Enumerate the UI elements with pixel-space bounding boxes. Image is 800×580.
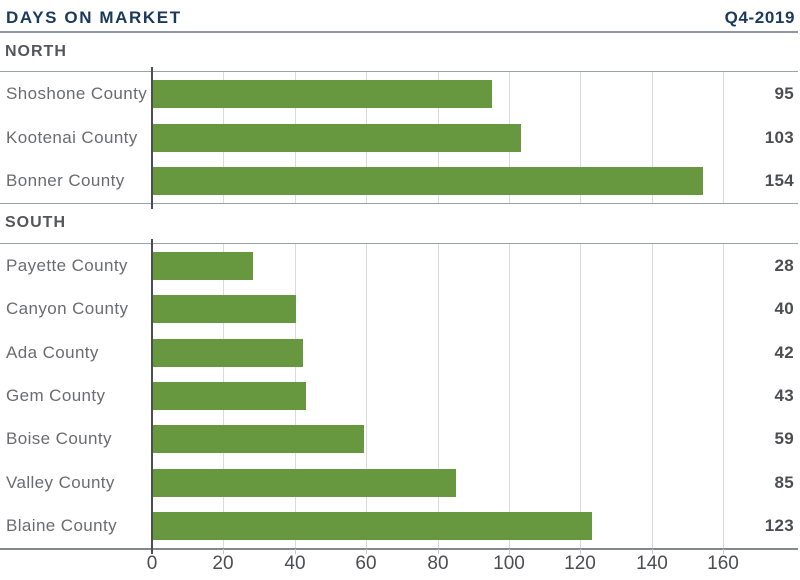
bar [153,381,306,410]
category-label: Boise County [6,429,112,449]
value-label: 40 [774,299,794,319]
plot-area-north: Shoshone County 95 Kootenai County 103 Bonne… [0,67,798,209]
category-label: Blaine County [6,516,118,536]
bar-rows-south: Payette County 28 Canyon County 40 Ada Count… [0,244,798,548]
bar-row: Canyon County 40 [0,287,798,330]
gridline-120 [580,72,581,203]
bar-row: Payette County 28 [0,244,798,287]
x-axis-tick-20 [223,549,224,554]
x-tick-label-120: 120 [564,553,596,574]
value-label: 95 [774,83,794,103]
x-tick-label-160: 160 [707,553,739,574]
x-axis-tick-140 [652,549,653,554]
gridline-160 [723,72,724,203]
value-label: 123 [764,516,794,536]
value-label: 85 [774,472,794,492]
value-label: 28 [774,255,794,275]
x-tick-label-140: 140 [636,553,668,574]
bar-row: Bonner County 154 [0,159,798,203]
bar-row: Valley County 85 [0,461,798,504]
gridline-140 [652,72,653,203]
x-axis-tick-120 [580,549,581,554]
value-label: 42 [774,342,794,362]
bar [153,338,303,367]
section-label-north: NORTH [5,43,67,60]
x-tick-label-80: 80 [427,553,449,574]
value-label: 59 [774,429,794,449]
section-label-south: SOUTH [5,214,66,231]
plot-area-south: Payette County 28 Canyon County 40 Ada Count… [0,239,798,554]
bar-row: Blaine County 123 [0,505,798,548]
gridline-60 [366,244,367,548]
category-label: Payette County [6,255,128,275]
bar [153,123,521,152]
x-axis-tick-80 [438,549,439,554]
bar [153,295,296,324]
category-label: Bonner County [6,171,125,191]
period-label: Q4-2019 [724,8,795,27]
gridline-120 [580,244,581,548]
bar [153,79,492,108]
category-label: Valley County [6,472,115,492]
x-axis-tick-60 [366,549,367,554]
bar-row: Gem County 43 [0,374,798,417]
category-label: Ada County [6,342,99,362]
gridline-80 [438,244,439,548]
category-label: Kootenai County [6,127,138,147]
category-label: Shoshone County [6,83,148,103]
bar-row: Shoshone County 95 [0,72,798,116]
gridline-140 [652,244,653,548]
x-tick-label-100: 100 [493,553,525,574]
category-label: Canyon County [6,299,129,319]
bar-row: Boise County 59 [0,418,798,461]
bar [153,251,253,280]
x-axis-tick-40 [295,549,296,554]
x-tick-label-20: 20 [212,553,234,574]
page-title: DAYS ON MARKET [6,8,182,27]
gridline-100 [509,244,510,548]
bar-row: Kootenai County 103 [0,116,798,160]
x-axis-tick-100 [509,549,510,554]
bar [153,512,592,541]
category-label: Gem County [6,385,106,405]
x-tick-label-40: 40 [284,553,306,574]
bar [153,468,456,497]
bar-rows-north: Shoshone County 95 Kootenai County 103 Bonne… [0,72,798,203]
bar [153,167,703,196]
bar [153,425,364,454]
value-label: 103 [764,127,794,147]
x-tick-label-0: 0 [146,553,158,574]
bar-row: Ada County 42 [0,331,798,374]
value-label: 154 [764,171,794,191]
header-divider [0,31,798,33]
gridline-160 [723,244,724,548]
y-axis-line [151,239,153,554]
x-tick-label-60: 60 [355,553,377,574]
y-axis-line [151,67,153,209]
x-axis-tick-160 [723,549,724,554]
value-label: 43 [774,385,794,405]
